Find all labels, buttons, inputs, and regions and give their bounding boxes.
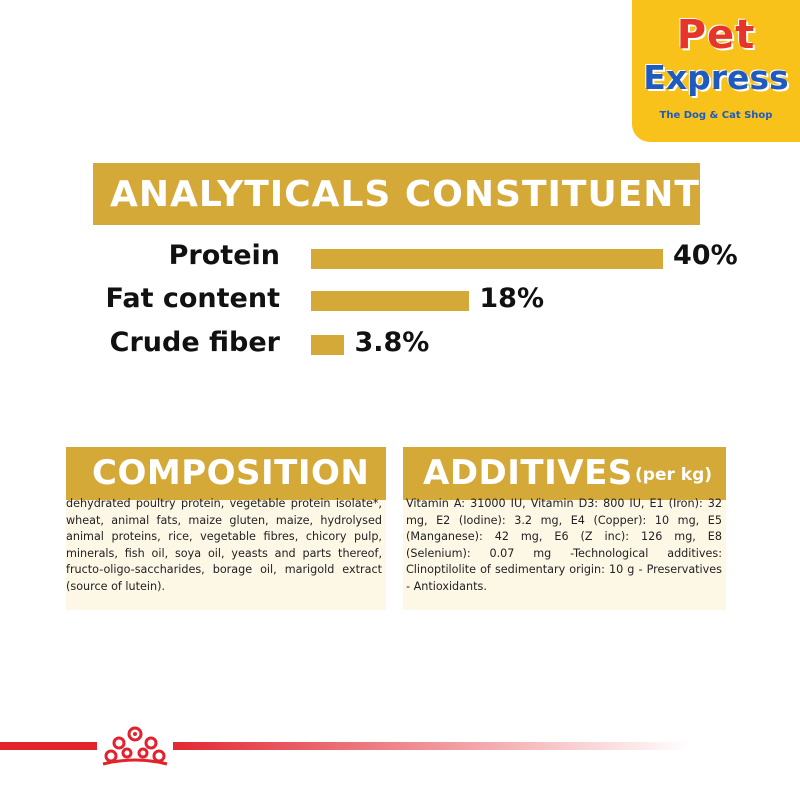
analytics-value: 40% — [673, 240, 738, 271]
additives-header: ADDITIVES (per kg) — [403, 447, 726, 500]
additives-title-unit: (per kg) — [635, 465, 713, 485]
pet-express-logo: Pet Express The Dog & Cat Shop — [632, 0, 800, 142]
analytics-value: 18% — [479, 283, 545, 314]
analyticals-header: ANALYTICALS CONSTITUENTS — [93, 163, 726, 225]
additives-text: Vitamin A: 31000 IU, Vitamin D3: 800 IU,… — [406, 497, 722, 593]
additives-panel: Vitamin A: 31000 IU, Vitamin D3: 800 IU,… — [403, 497, 726, 610]
footer-divider — [0, 742, 690, 750]
analytics-label: Crude fiber — [109, 327, 280, 358]
analytics-bar — [311, 249, 663, 269]
composition-panel: dehydrated poultry protein, vegetable pr… — [66, 497, 386, 610]
analytics-label: Fat content — [105, 283, 280, 314]
analytics-label: Protein — [168, 240, 280, 271]
brand-name-line1: Pet — [676, 12, 756, 58]
additives-title: ADDITIVES — [423, 453, 633, 493]
analytics-bar — [311, 335, 345, 355]
analyticals-title: ANALYTICALS CONSTITUENTS — [110, 174, 727, 215]
analytics-value: 3.8% — [354, 327, 430, 358]
royal-canin-crown-icon — [97, 722, 173, 768]
analytics-bar — [311, 291, 470, 311]
brand-tagline: The Dog & Cat Shop — [659, 110, 773, 121]
composition-title: COMPOSITION — [92, 453, 370, 493]
composition-header: COMPOSITION — [66, 447, 386, 500]
brand-name-line2: Express — [643, 58, 789, 97]
composition-text: dehydrated poultry protein, vegetable pr… — [66, 497, 382, 593]
